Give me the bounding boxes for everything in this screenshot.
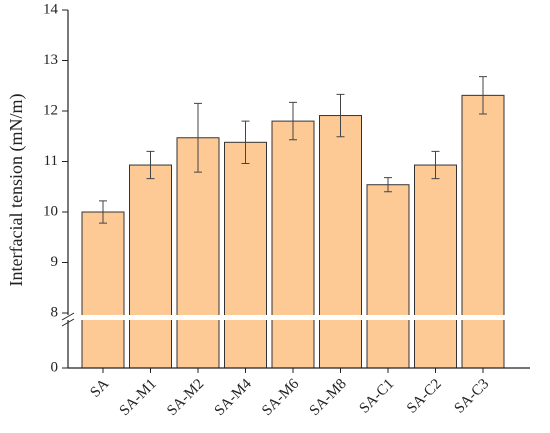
error-bar [479, 76, 487, 115]
error-bar [384, 177, 392, 193]
bar [81, 211, 125, 369]
error-bar [146, 150, 155, 180]
y-axis-label: Interfacial tension (mN/m) [6, 94, 27, 287]
error-bar [336, 93, 345, 138]
x-tick-label: SA-M2 [164, 376, 207, 419]
x-tick-label: SA [87, 376, 112, 401]
x-tick-label: SA-C1 [356, 376, 397, 417]
x-tick-label: SA-M1 [117, 376, 160, 419]
y-tick-label: 9 [51, 254, 59, 270]
bar [414, 164, 457, 369]
y-tick-label: 10 [43, 203, 58, 219]
error-bar [241, 120, 250, 165]
y-tick-label: 11 [44, 153, 58, 169]
y-tick-label: 8 [51, 304, 59, 320]
x-tick-label: SA-C2 [404, 376, 445, 417]
bar [224, 141, 267, 369]
x-tick-label: SA-M8 [307, 376, 350, 419]
error-bar [194, 102, 202, 173]
x-tick-label: SA-C3 [451, 376, 492, 417]
bar [461, 94, 505, 369]
y-tick-label: 13 [43, 52, 58, 68]
x-tick-label: SA-M6 [259, 376, 302, 419]
bar [176, 137, 220, 369]
axis-break [58, 315, 528, 320]
y-tick-label: 14 [43, 1, 59, 17]
y-tick-label: 12 [43, 102, 58, 118]
y-tick-label: 0 [51, 359, 59, 375]
error-bar [431, 150, 440, 180]
break-mark [61, 312, 75, 327]
bar [129, 164, 172, 369]
error-bar [289, 101, 297, 141]
bar [366, 184, 410, 369]
error-bar [99, 200, 107, 224]
x-tick-label: SA-M4 [212, 376, 255, 419]
bar [271, 120, 315, 369]
bar [319, 115, 362, 369]
